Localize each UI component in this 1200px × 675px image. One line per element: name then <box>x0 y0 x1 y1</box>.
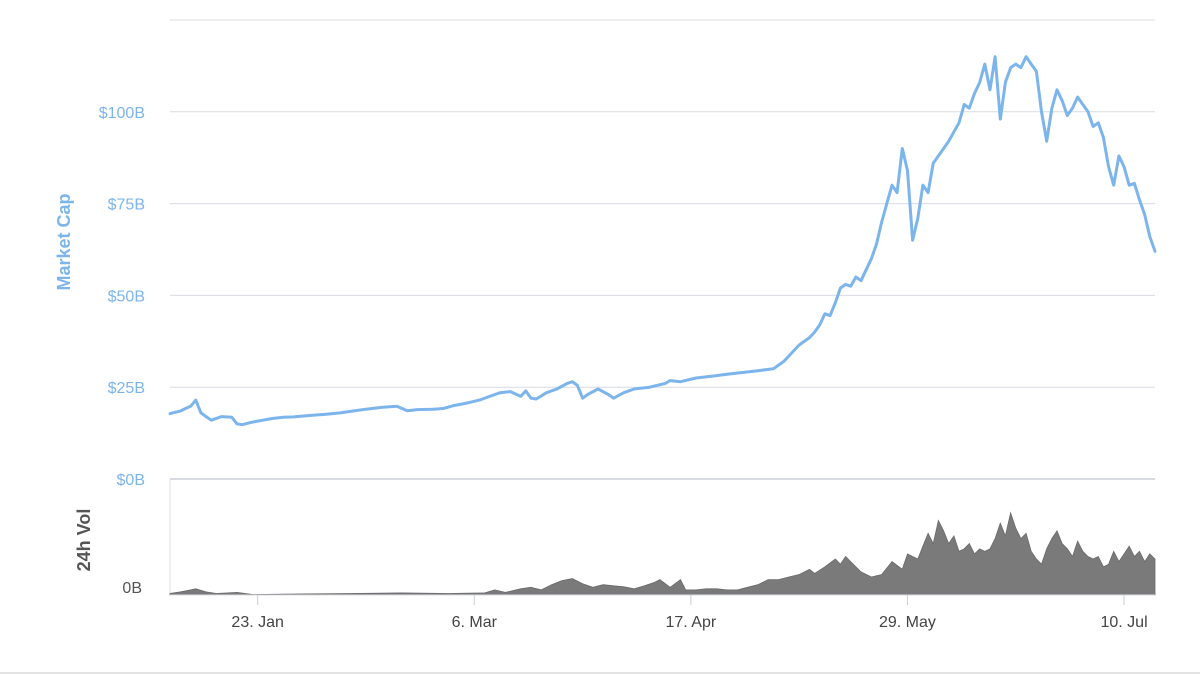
market-cap-y-tick-label: $25B <box>108 380 145 397</box>
market-cap-y-tick-label: $0B <box>117 472 145 489</box>
x-tick-label: 23. Jan <box>231 614 283 631</box>
market-cap-y-tick-label: $50B <box>108 288 145 305</box>
volume-y-tick-label: 0B <box>122 580 142 597</box>
market-cap-y-tick-label: $100B <box>99 105 145 122</box>
x-axis-ticks <box>257 595 1125 605</box>
volume-series <box>169 511 1156 596</box>
market-cap-y-tick-label: $75B <box>108 197 145 214</box>
x-tick-label: 10. Jul <box>1100 614 1147 631</box>
market-cap-line <box>168 55 1157 427</box>
volume-area <box>169 511 1156 596</box>
x-tick-label: 29. May <box>879 614 936 631</box>
x-axis-labels: 23. Jan 6. Mar 17. Apr 29. May 10. Jul <box>231 614 1147 631</box>
market-cap-y-axis-labels: $0B $25B $50B $75B $100B <box>99 105 145 489</box>
x-tick-label: 6. Mar <box>452 614 498 631</box>
volume-axis-title: 24h Vol <box>74 509 94 572</box>
x-tick-label: 17. Apr <box>666 614 717 631</box>
market-cap-axis-title: Market Cap <box>54 193 74 290</box>
volume-y-axis-labels: 0B <box>122 580 142 597</box>
market-cap-gridlines <box>170 19 1155 388</box>
market-cap-series <box>168 55 1157 427</box>
